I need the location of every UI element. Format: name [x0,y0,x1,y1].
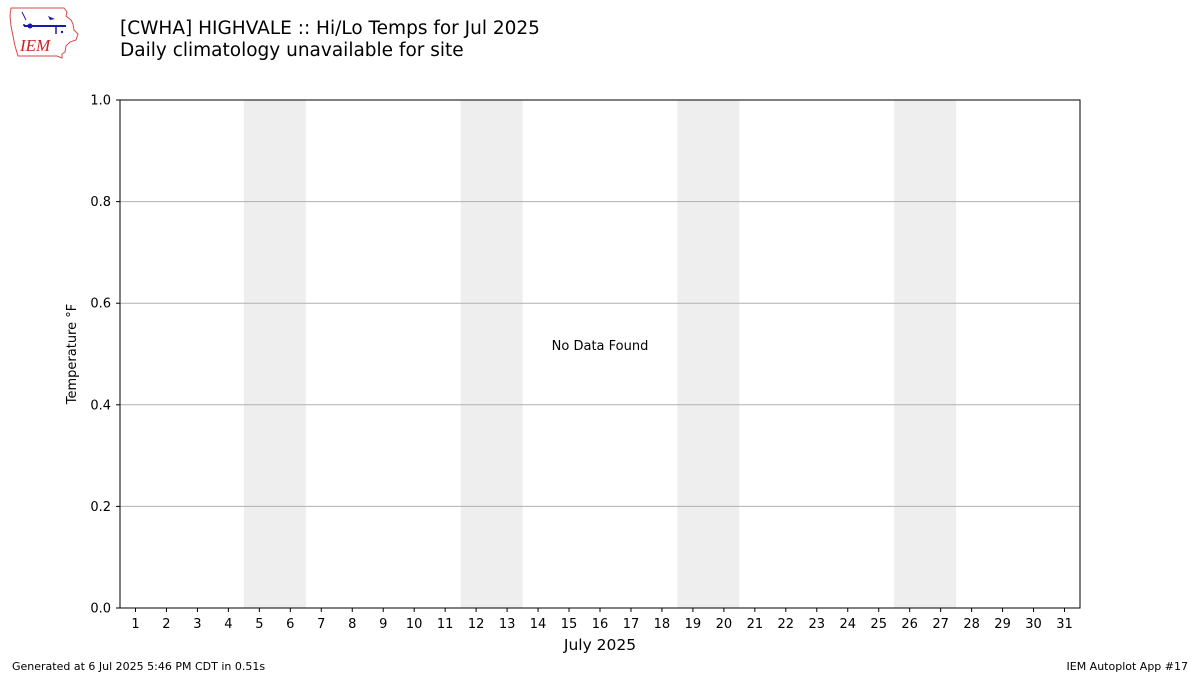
iowa-outline [9,7,79,59]
x-tick-label-9: 9 [379,617,387,632]
y-tick-label-3: 0.6 [90,297,111,312]
x-tick-label-20: 20 [716,617,733,632]
app-id-label: IEM Autoplot App #17 [1066,660,1189,673]
x-tick-label-2: 2 [162,617,170,632]
weekend-band-4 [894,100,957,608]
x-tick-label-1: 1 [131,617,139,632]
iem-iowa-logo-icon: IEM [9,7,79,59]
x-axis-label: July 2025 [563,636,636,654]
x-tick-label-17: 17 [623,617,640,632]
x-tick-label-26: 26 [901,617,918,632]
weekend-bands [243,100,957,608]
weekend-band-3 [677,100,740,608]
x-tick-label-4: 4 [224,617,232,632]
y-tick-label-0: 0.0 [90,602,111,617]
x-tick-label-10: 10 [406,617,423,632]
x-tick-label-8: 8 [348,617,356,632]
x-tick-label-24: 24 [839,617,856,632]
x-tick-label-3: 3 [193,617,201,632]
x-tick-label-30: 30 [1025,617,1042,632]
x-tick-label-5: 5 [255,617,263,632]
logo-text: IEM [19,36,51,55]
x-tick-label-22: 22 [778,617,795,632]
x-axis: 1 2 3 4 5 6 7 8 9 10 11 12 13 14 15 16 17 18 19 20 21 22 23 24 2… [131,608,1073,632]
y-axis-label: Temperature °F [65,304,80,405]
chart-subtitle: Daily climatology unavailable for site [120,40,464,61]
x-tick-label-15: 15 [561,617,578,632]
x-tick-label-29: 29 [994,617,1011,632]
x-tick-label-23: 23 [809,617,826,632]
generated-timestamp: Generated at 6 Jul 2025 5:46 PM CDT in 0… [12,660,266,673]
x-tick-label-27: 27 [932,617,949,632]
y-tick-label-1: 0.2 [90,500,111,515]
chart-title: [CWHA] HIGHVALE :: Hi/Lo Temps for Jul 2… [120,18,540,39]
x-tick-label-18: 18 [654,617,671,632]
y-tick-label-5: 1.0 [90,94,111,109]
x-tick-label-13: 13 [499,617,516,632]
x-tick-label-14: 14 [530,617,547,632]
x-tick-label-16: 16 [592,617,609,632]
x-tick-label-11: 11 [437,617,454,632]
x-tick-label-6: 6 [286,617,294,632]
x-tick-label-21: 21 [747,617,764,632]
x-tick-label-31: 31 [1056,617,1073,632]
x-tick-label-12: 12 [468,617,485,632]
no-data-annotation: No Data Found [552,339,649,354]
x-tick-label-28: 28 [963,617,980,632]
y-axis: 0.0 0.2 0.4 0.6 0.8 1.0 [90,94,120,617]
x-tick-label-19: 19 [685,617,702,632]
weekend-band-1 [243,100,306,608]
y-tick-label-4: 0.8 [90,195,111,210]
y-tick-label-2: 0.4 [90,398,111,413]
x-tick-label-25: 25 [870,617,887,632]
y-gridlines [120,201,1080,507]
x-tick-label-7: 7 [317,617,325,632]
weekend-band-2 [460,100,523,608]
